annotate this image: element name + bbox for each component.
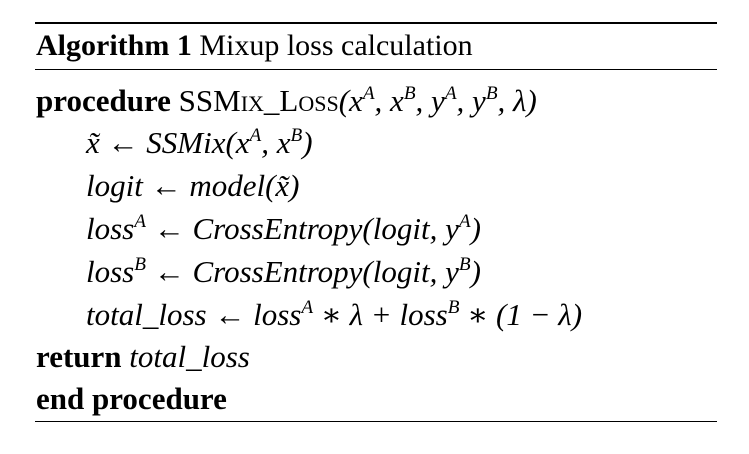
line-total-loss: total_loss ← lossA ∗ λ + lossB ∗ (1 − λ) bbox=[86, 297, 583, 332]
algorithm-label: Algorithm 1 bbox=[36, 29, 192, 62]
return-line: return total_loss bbox=[36, 338, 250, 376]
algorithm-title: Mixup loss calculation bbox=[199, 29, 473, 62]
line-loss-a: lossA ← CrossEntropy(logit, yA) bbox=[86, 211, 481, 246]
procedure-args: (xA, xB, yA, yB, λ) bbox=[338, 83, 537, 118]
procedure-keyword: procedure bbox=[36, 83, 171, 118]
end-procedure-line: end procedure bbox=[36, 381, 227, 416]
procedure-line: procedure SSMix_Loss(xA, xB, yA, yB, λ) bbox=[36, 82, 537, 120]
algorithm-caption: Algorithm 1 Mixup loss calculation bbox=[36, 28, 473, 64]
bottom-rule bbox=[35, 421, 717, 422]
line-loss-b: lossB ← CrossEntropy(logit, yB) bbox=[86, 254, 481, 289]
line-logit: logit ← model(x̃) bbox=[86, 168, 300, 203]
return-value: total_loss bbox=[129, 339, 250, 374]
procedure-name: SSMix_Loss bbox=[178, 83, 339, 118]
caption-rule bbox=[35, 69, 717, 70]
line-mix: x̃ ← SSMix(xA, xB) bbox=[86, 125, 313, 160]
return-keyword: return bbox=[36, 339, 122, 374]
top-rule bbox=[35, 22, 717, 24]
